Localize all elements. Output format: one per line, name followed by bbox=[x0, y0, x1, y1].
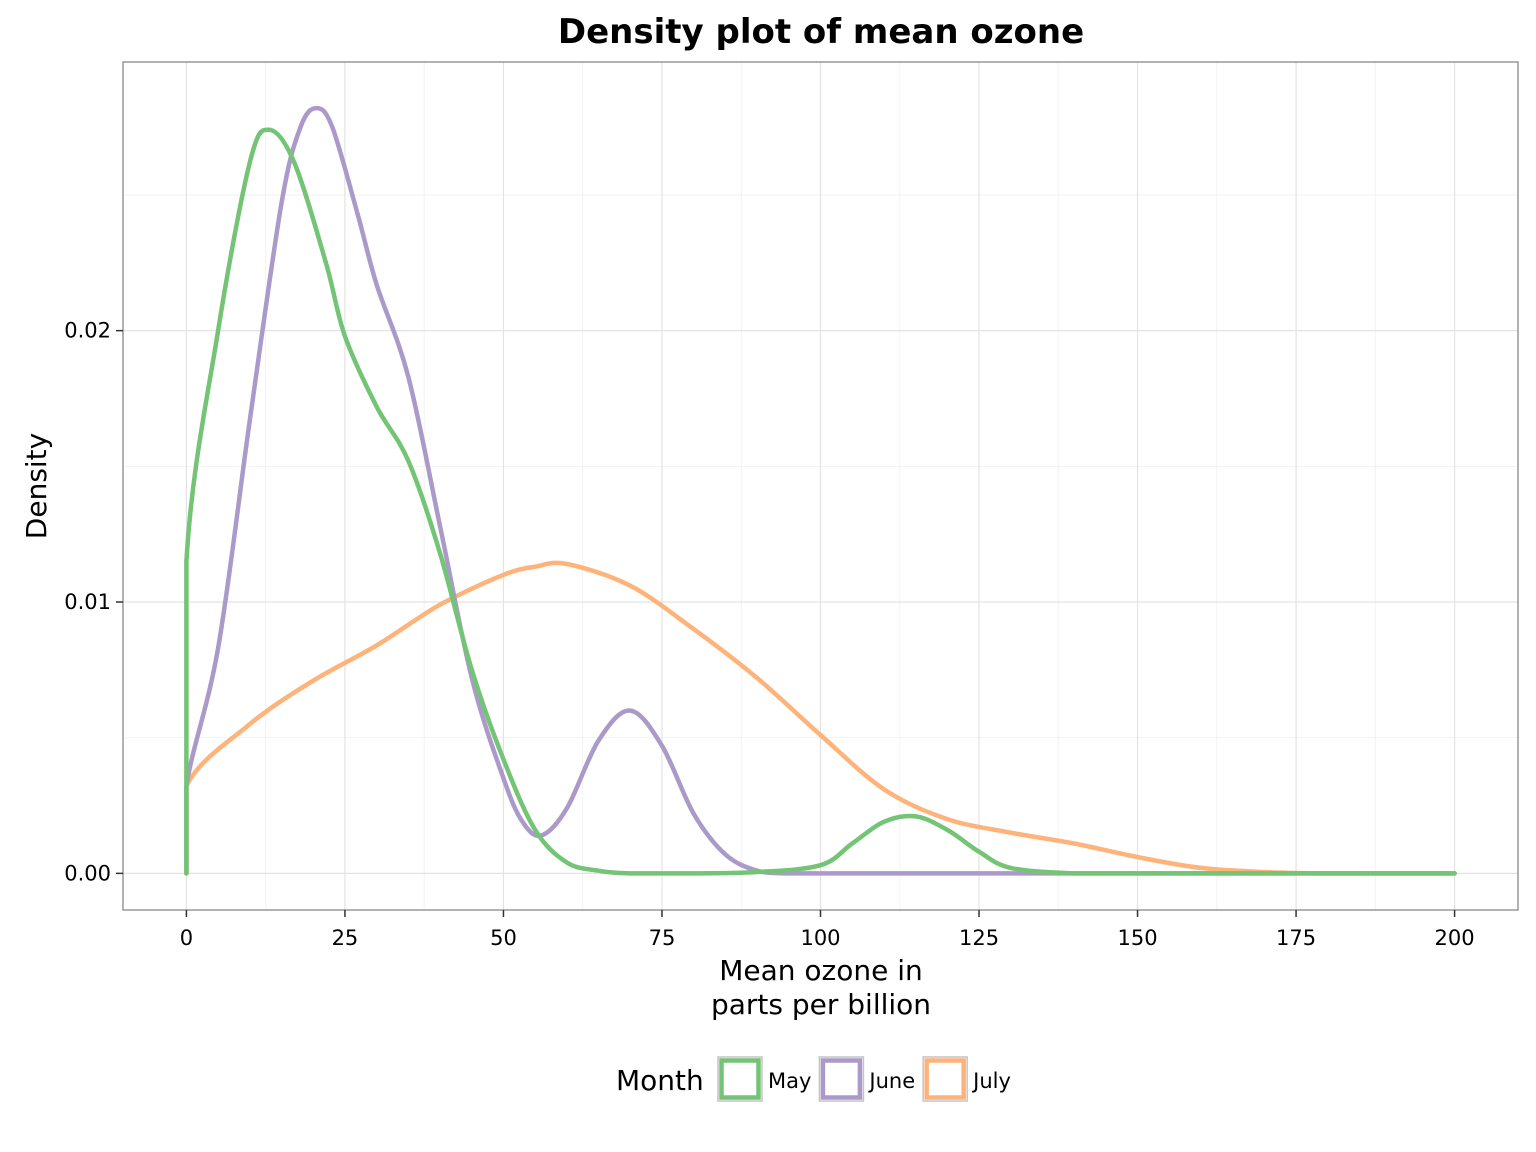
density-line-july bbox=[184, 560, 1457, 876]
x-tick-label: 100 bbox=[800, 926, 840, 950]
x-axis-title-line-1: Mean ozone in bbox=[719, 954, 923, 987]
x-tick-label: 175 bbox=[1276, 926, 1316, 950]
legend-key-swatch bbox=[924, 1058, 966, 1100]
series-lines bbox=[184, 105, 1457, 876]
density-line-june bbox=[184, 105, 1457, 876]
x-tick-label: 75 bbox=[649, 926, 676, 950]
x-tick-label: 200 bbox=[1435, 926, 1475, 950]
x-tick-label: 0 bbox=[180, 926, 193, 950]
legend-label: June bbox=[867, 1069, 915, 1093]
x-tick-label: 150 bbox=[1117, 926, 1157, 950]
x-axis-title-line-2: parts per billion bbox=[711, 988, 931, 1021]
legend-item-july: July bbox=[922, 1056, 1011, 1102]
legend-item-may: May bbox=[717, 1056, 811, 1102]
y-axis-title: Density bbox=[20, 433, 53, 539]
x-axis: 0 25 50 75 100 125 150 175 200 bbox=[180, 910, 1475, 950]
x-tick-label: 50 bbox=[490, 926, 517, 950]
density-line-may bbox=[184, 127, 1457, 876]
x-tick-label: 125 bbox=[959, 926, 999, 950]
y-tick-label: 0.02 bbox=[64, 319, 111, 343]
legend-item-june: June bbox=[818, 1056, 915, 1102]
x-tick-label: 25 bbox=[332, 926, 359, 950]
y-axis: 0.00 0.01 0.02 bbox=[64, 319, 123, 885]
legend-title: Month bbox=[616, 1064, 704, 1097]
chart-title: Density plot of mean ozone bbox=[558, 12, 1084, 52]
y-tick-label: 0.00 bbox=[64, 861, 111, 885]
legend-key-swatch bbox=[820, 1058, 863, 1100]
y-tick-label: 0.01 bbox=[64, 590, 111, 614]
legend-label: July bbox=[971, 1069, 1011, 1093]
grid-major bbox=[123, 62, 1518, 910]
legend-key-swatch bbox=[719, 1058, 761, 1100]
legend-label: May bbox=[768, 1069, 811, 1093]
legend: Month May June July bbox=[616, 1056, 1011, 1102]
